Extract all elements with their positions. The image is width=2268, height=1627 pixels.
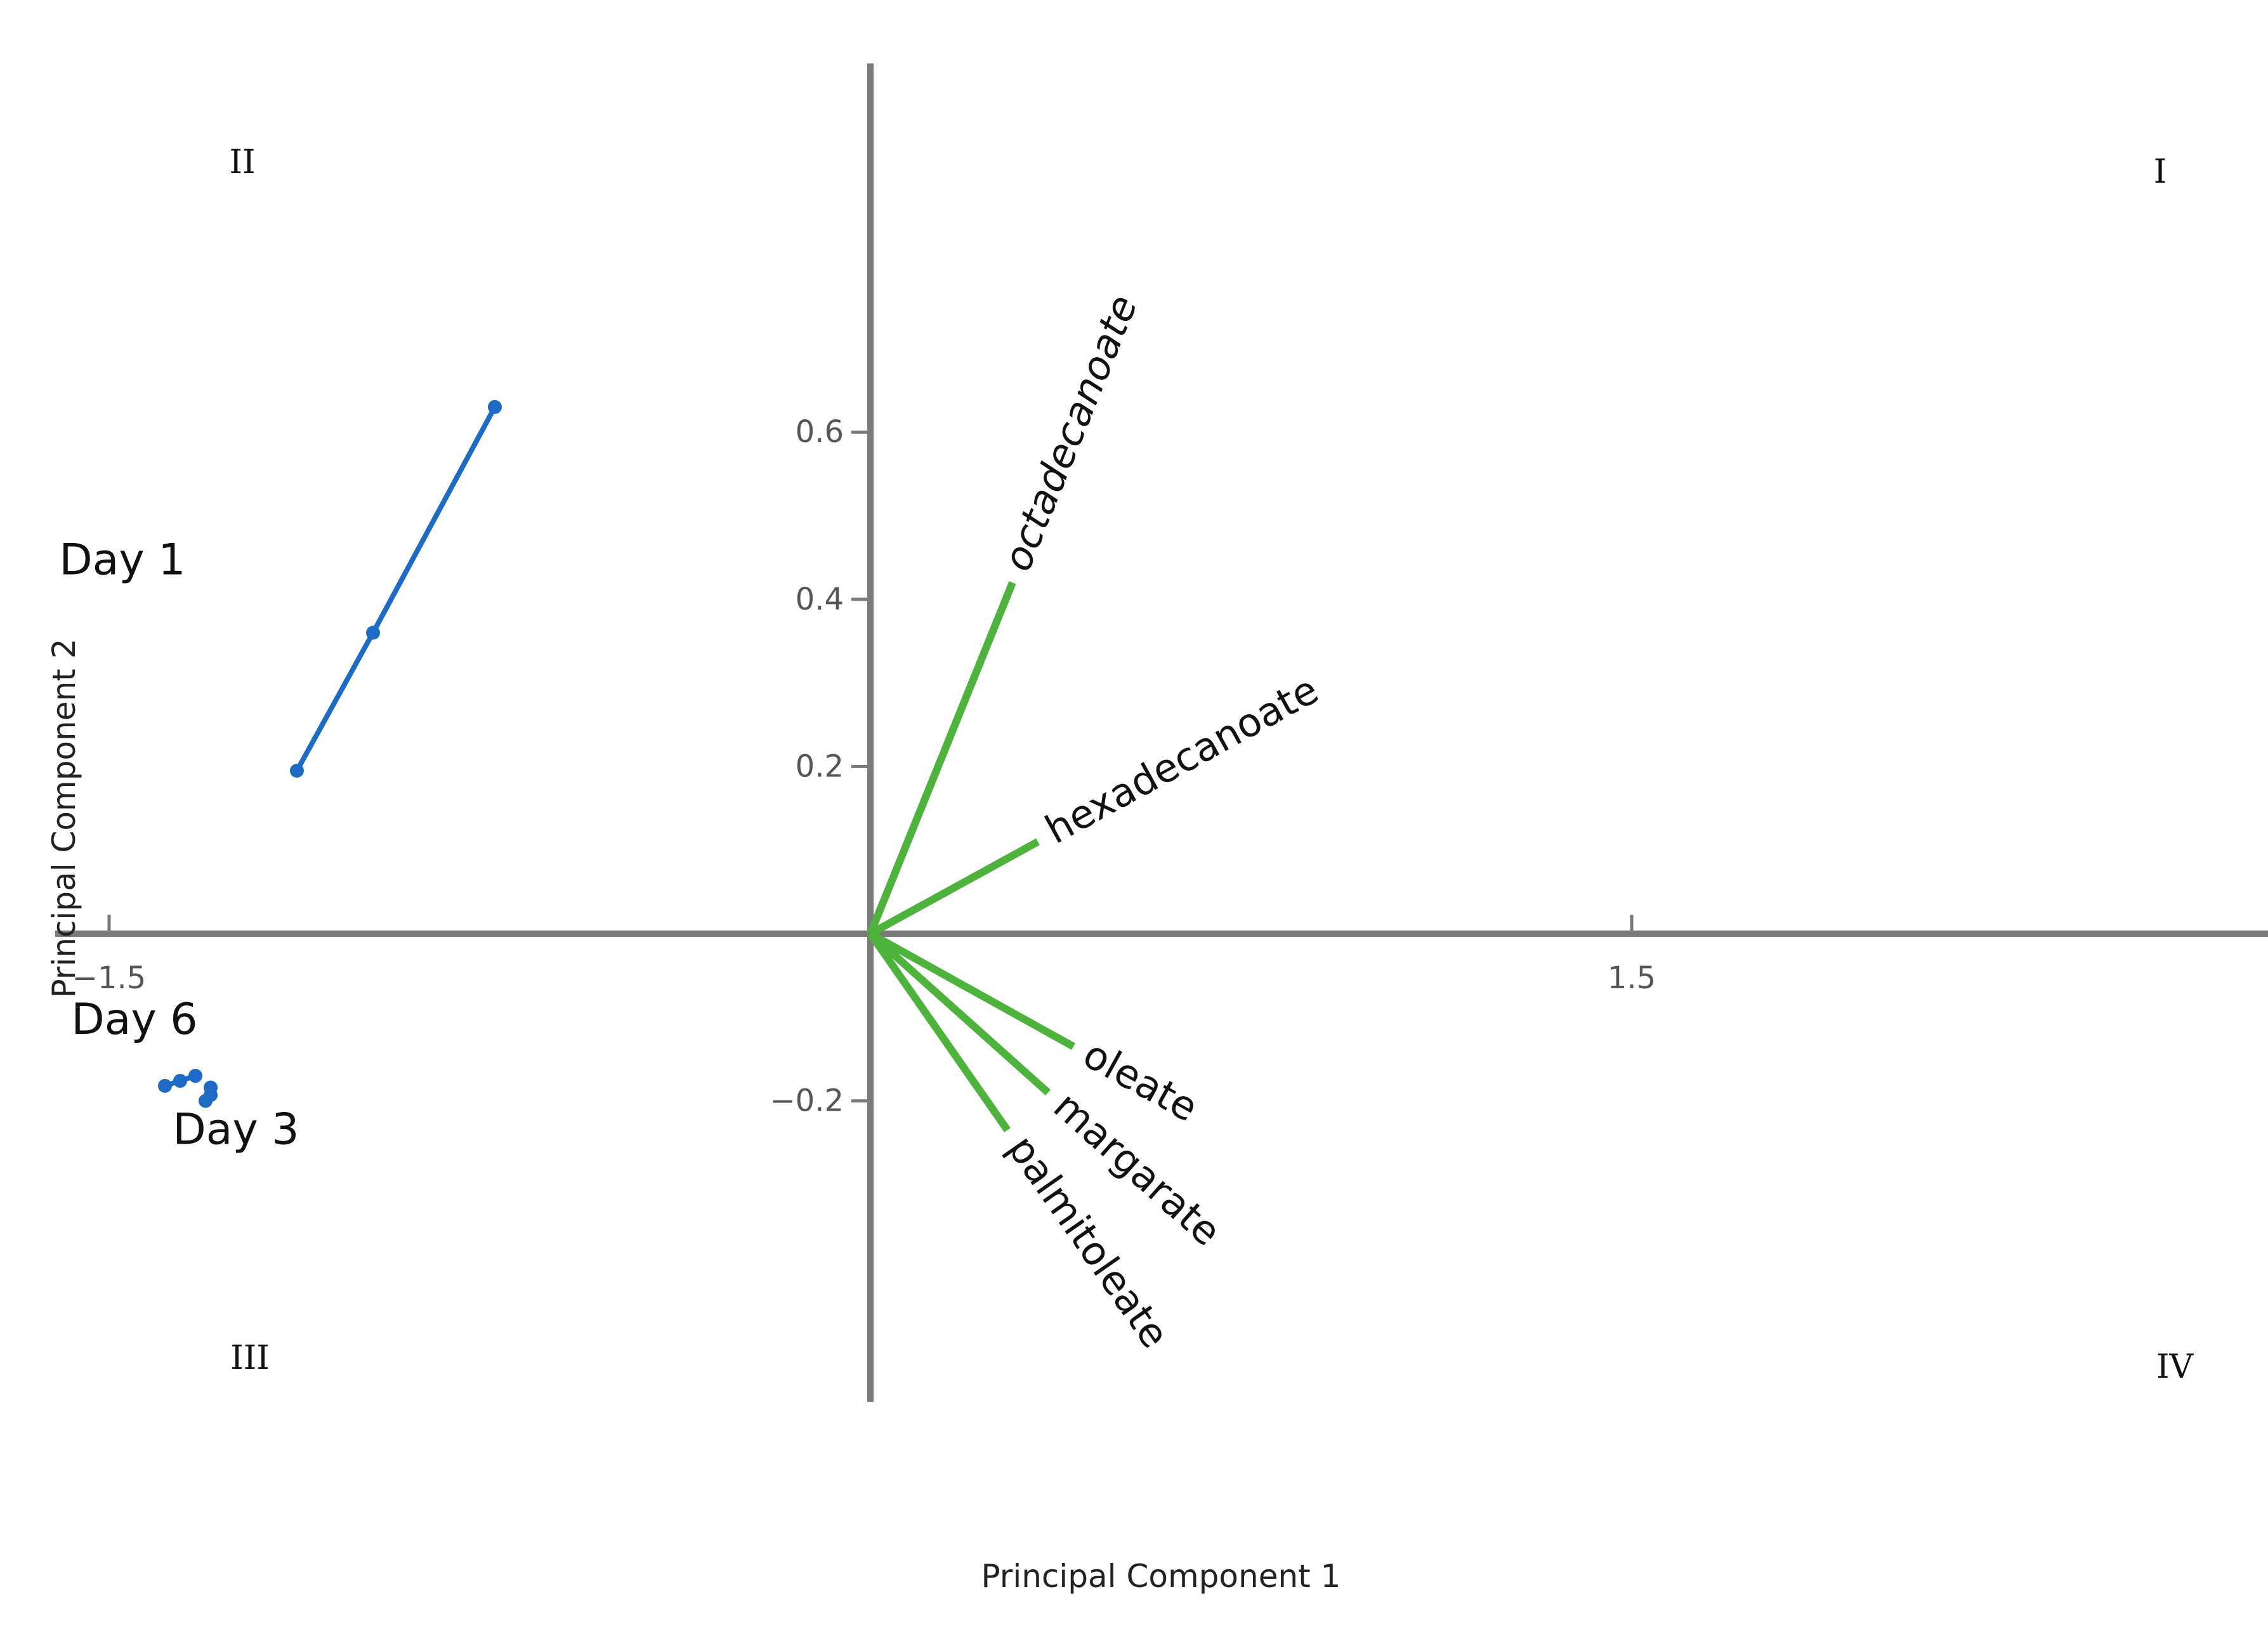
quadrant-label-iii: III (230, 1339, 270, 1377)
quadrant-label-ii: II (229, 143, 255, 181)
y-tick-label-0-2: 0.2 (796, 748, 844, 784)
series-label-day-6: Day 6 (71, 995, 197, 1045)
data-point-day-1 (488, 400, 502, 414)
series-label-day-1: Day 1 (59, 535, 185, 585)
y-axis-title: Principal Component 2 (46, 639, 82, 998)
series-layer (158, 400, 502, 1108)
loading-vector-oleate (869, 930, 1075, 1050)
y-tick-label-0-2: −0.2 (770, 1083, 844, 1119)
loading-label-hexadecanoate: hexadecanoate (1038, 666, 1326, 853)
series-line-day-1 (294, 405, 497, 772)
data-point-day-6 (188, 1069, 202, 1083)
y-tick-label-0-6: 0.6 (796, 414, 844, 450)
quadrant-label-iv: IV (2156, 1348, 2194, 1386)
axes-layer: −1.51.530.60.40.2−0.2 (55, 63, 2268, 1402)
loading-label-octadecanoate: octadecanoate (993, 289, 1146, 577)
data-point-day-3 (199, 1094, 213, 1108)
y-tick-label-0-4: 0.4 (796, 582, 844, 617)
data-point-day-6 (158, 1078, 172, 1093)
data-point-day-1 (366, 625, 380, 640)
x-axis-title: Principal Component 1 (981, 1558, 1341, 1595)
x-tick-label-1-5: 1.5 (1608, 960, 1656, 996)
loading-vector-margarate (868, 931, 1051, 1095)
series-label-day-3: Day 3 (173, 1105, 299, 1155)
labels-layer: octadecanoatehexadecanoateoleatemargarat… (59, 289, 1326, 1356)
loading-vector-palmitoleate (867, 931, 1011, 1133)
loading-vector-hexadecanoate (869, 838, 1040, 938)
data-point-day-6 (173, 1073, 187, 1088)
x-tick-label-1-5: −1.5 (72, 960, 147, 996)
loading-vector-octadecanoate (867, 581, 1016, 936)
loading-vectors-layer (867, 581, 1075, 1133)
data-point-day-1 (290, 763, 304, 778)
quadrant-label-i: I (2154, 153, 2167, 191)
